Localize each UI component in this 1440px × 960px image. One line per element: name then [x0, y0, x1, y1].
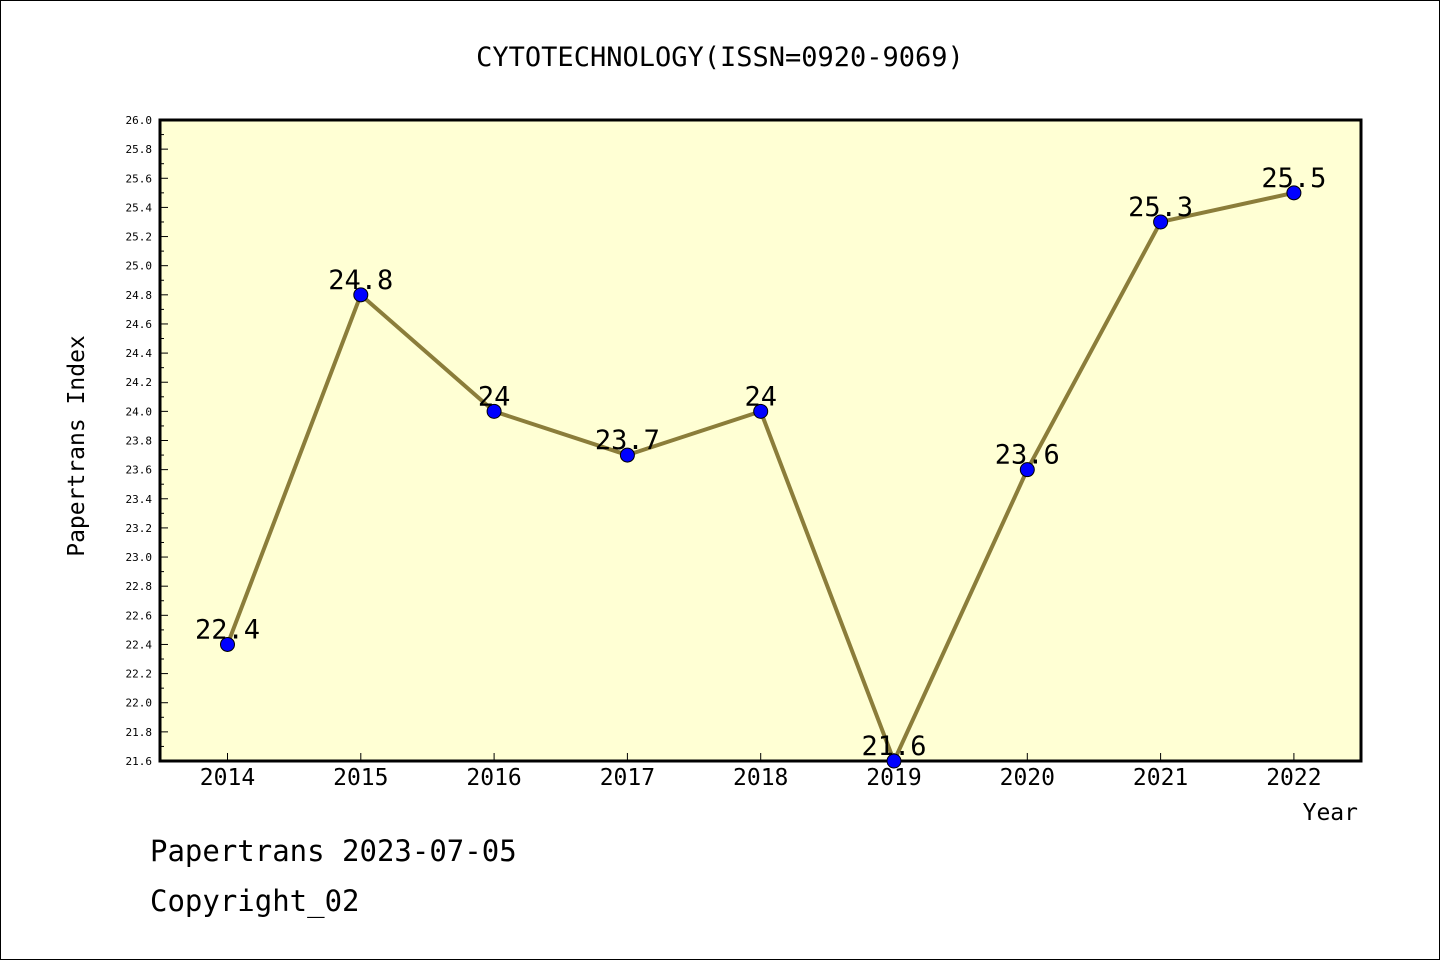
- y-tick-label: 23.8: [126, 435, 153, 448]
- y-tick-label: 22.6: [126, 609, 153, 622]
- y-axis-label: Papertrans Index: [64, 335, 90, 557]
- y-tick-label: 22.8: [126, 580, 153, 593]
- data-point: [619, 447, 635, 463]
- y-axis: 21.6 21.8 22.0 22.2 22.4 22.6 22.8 23.0 23.2 23.4…: [126, 114, 168, 768]
- data-label: 24: [744, 381, 777, 412]
- data-point: [220, 636, 235, 652]
- footer-date: Papertrans 2023-07-05: [150, 834, 517, 868]
- data-point: [886, 753, 902, 769]
- y-tick-label: 24.6: [126, 318, 153, 331]
- x-tick-label: 2019: [866, 765, 921, 791]
- x-tick-label: 2014: [200, 765, 255, 791]
- x-axis: 2014 2015 2016 2017 2018 2019 2020 2021 2022: [200, 753, 1322, 791]
- x-tick-label: 2021: [1133, 765, 1188, 791]
- data-point: [1153, 214, 1169, 230]
- y-tick-label: 24.2: [126, 376, 153, 389]
- x-axis-label: Year: [1303, 800, 1358, 826]
- data-label: 23.6: [995, 440, 1060, 471]
- y-tick-label: 24.4: [126, 347, 153, 360]
- y-tick-label: 23.2: [126, 522, 153, 535]
- data-label: 24: [478, 381, 511, 412]
- x-tick-label: 2017: [600, 765, 655, 791]
- data-label: 22.4: [195, 614, 260, 645]
- y-tick-label: 23.4: [126, 493, 153, 506]
- footer-copyright: Copyright_02: [150, 884, 360, 918]
- y-tick-label: 25.4: [126, 201, 153, 214]
- y-tick-label: 23.0: [126, 551, 153, 564]
- y-tick-label: 22.0: [126, 697, 153, 710]
- y-tick-label: 24.8: [126, 289, 153, 302]
- y-tick-label: 25.2: [126, 231, 153, 244]
- series-layer: 22.4 24.8 24 23.7 24 21.6 23.6 25.3 25.5: [195, 163, 1326, 769]
- chart-title: CYTOTECHNOLOGY(ISSN=0920-9069): [476, 42, 964, 73]
- data-label: 23.7: [595, 425, 660, 456]
- y-tick-label: 22.2: [126, 668, 153, 681]
- data-point: [1019, 462, 1035, 478]
- y-tick-label: 25.0: [126, 260, 153, 273]
- y-tick-label: 24.0: [126, 405, 153, 418]
- x-tick-label: 2018: [733, 765, 788, 791]
- y-tick-label: 21.6: [126, 755, 153, 768]
- x-tick-label: 2015: [333, 765, 388, 791]
- y-tick-label: 22.4: [126, 638, 153, 651]
- data-point: [353, 287, 369, 303]
- data-point: [486, 403, 502, 419]
- y-tick-label: 21.8: [126, 726, 153, 739]
- x-tick-label: 2020: [1000, 765, 1055, 791]
- data-label: 24.8: [328, 265, 393, 296]
- data-label: 21.6: [861, 731, 926, 762]
- y-tick-label: 25.6: [126, 172, 153, 185]
- x-tick-label: 2022: [1266, 765, 1321, 791]
- x-tick-label: 2016: [466, 765, 521, 791]
- data-point: [753, 403, 769, 419]
- y-tick-label: 26.0: [126, 114, 153, 127]
- data-label: 25.5: [1261, 163, 1326, 194]
- y-tick-label: 23.6: [126, 464, 153, 477]
- data-point: [1286, 185, 1302, 201]
- y-tick-label: 25.8: [126, 143, 153, 156]
- data-label: 25.3: [1128, 192, 1193, 223]
